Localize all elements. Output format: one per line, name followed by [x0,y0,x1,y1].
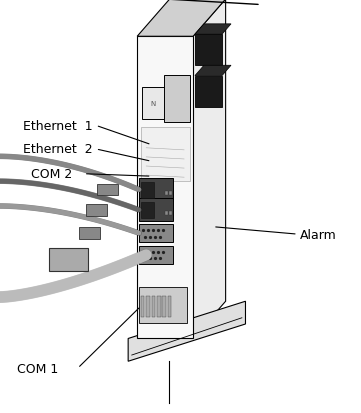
Text: Alarm: Alarm [300,228,336,241]
Text: N: N [151,100,156,107]
Text: Ethernet  2: Ethernet 2 [23,143,93,156]
Bar [168,297,171,318]
Bar [169,191,172,195]
Polygon shape [195,35,222,66]
Polygon shape [128,301,245,361]
FancyBboxPatch shape [97,184,118,196]
Bar [139,225,173,242]
Bar [152,297,155,318]
Polygon shape [137,0,226,37]
Text: COM 2: COM 2 [31,168,72,181]
Bar [139,199,173,222]
Polygon shape [195,66,231,76]
Bar [141,202,154,218]
FancyBboxPatch shape [49,248,88,271]
Bar [141,128,190,182]
FancyBboxPatch shape [164,76,191,122]
Bar [139,287,187,324]
Bar [169,211,172,216]
Text: COM 1: COM 1 [17,362,58,375]
Bar [146,297,150,318]
Bar [139,247,173,264]
Bar [141,182,154,198]
Polygon shape [195,25,231,35]
Bar [139,179,173,202]
Text: Ethernet  1: Ethernet 1 [23,119,93,133]
FancyBboxPatch shape [86,204,107,216]
Bar [162,297,166,318]
Polygon shape [137,37,193,339]
Polygon shape [193,0,226,339]
Bar [165,191,168,195]
FancyBboxPatch shape [142,88,165,119]
Bar [165,211,168,216]
Bar [157,297,161,318]
FancyBboxPatch shape [79,228,100,239]
Polygon shape [195,76,222,107]
Bar [141,297,144,318]
